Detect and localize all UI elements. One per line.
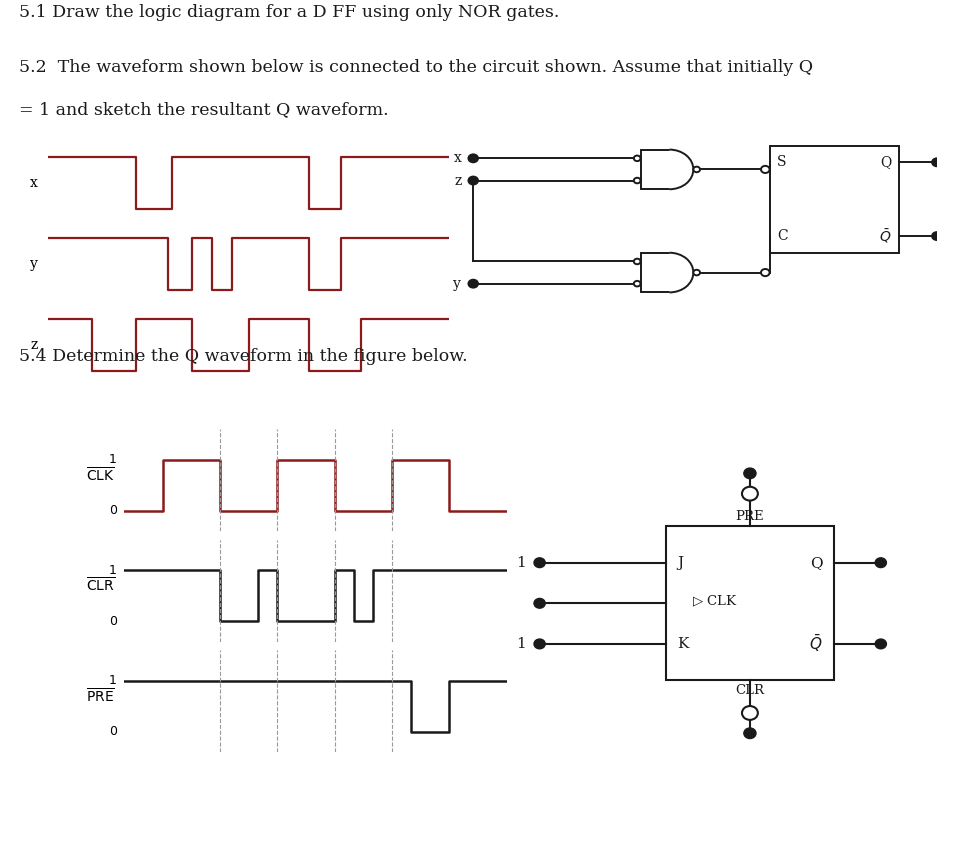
Text: Q: Q <box>880 156 891 169</box>
Text: 1: 1 <box>109 564 117 577</box>
Text: z: z <box>31 337 38 352</box>
Circle shape <box>693 269 700 275</box>
Circle shape <box>744 468 756 479</box>
Text: 5.4 Determine the Q waveform in the figure below.: 5.4 Determine the Q waveform in the figu… <box>19 348 467 366</box>
Text: z: z <box>454 173 461 188</box>
Text: $\overline{\mathrm{CLR}}$: $\overline{\mathrm{CLR}}$ <box>86 576 115 595</box>
Text: y: y <box>30 257 38 271</box>
Circle shape <box>634 258 641 264</box>
Circle shape <box>634 156 641 162</box>
Circle shape <box>875 639 886 649</box>
Circle shape <box>742 706 758 720</box>
Circle shape <box>534 558 545 568</box>
Text: $\bar{Q}$: $\bar{Q}$ <box>809 633 822 654</box>
Text: x: x <box>453 151 461 166</box>
Text: 5.2  The waveform shown below is connected to the circuit shown. Assume that ini: 5.2 The waveform shown below is connecte… <box>19 60 814 76</box>
Text: S: S <box>776 156 786 169</box>
Text: $\bar{Q}$: $\bar{Q}$ <box>880 227 891 245</box>
Text: J: J <box>678 556 684 570</box>
Text: PRE: PRE <box>735 510 764 523</box>
Text: 1: 1 <box>516 637 526 651</box>
Circle shape <box>932 158 942 167</box>
Circle shape <box>761 166 770 173</box>
Text: C: C <box>776 229 788 243</box>
Text: 5.1 Draw the logic diagram for a D FF using only NOR gates.: 5.1 Draw the logic diagram for a D FF us… <box>19 4 559 21</box>
Text: Q: Q <box>810 556 822 570</box>
Circle shape <box>534 598 545 609</box>
Text: $\overline{\mathrm{PRE}}$: $\overline{\mathrm{PRE}}$ <box>86 687 115 706</box>
Text: x: x <box>30 176 38 190</box>
Text: 1: 1 <box>109 674 117 688</box>
Text: 0: 0 <box>109 504 117 518</box>
Text: 0: 0 <box>109 725 117 739</box>
Circle shape <box>932 232 942 240</box>
Circle shape <box>634 280 641 286</box>
Bar <box>770 145 899 252</box>
Circle shape <box>693 167 700 173</box>
Circle shape <box>468 177 478 184</box>
Text: $\overline{\mathrm{CLK}}$: $\overline{\mathrm{CLK}}$ <box>86 466 115 484</box>
Text: 1: 1 <box>109 453 117 467</box>
Circle shape <box>468 280 478 287</box>
Circle shape <box>744 728 756 739</box>
Text: 1: 1 <box>516 556 526 570</box>
Circle shape <box>634 178 641 184</box>
Circle shape <box>742 487 758 501</box>
Circle shape <box>761 269 770 276</box>
Text: CLR: CLR <box>735 683 765 697</box>
Text: y: y <box>453 276 461 291</box>
Text: $\triangleright$ CLK: $\triangleright$ CLK <box>691 593 737 609</box>
Bar <box>665 526 834 681</box>
Text: = 1 and sketch the resultant Q waveform.: = 1 and sketch the resultant Q waveform. <box>19 101 389 118</box>
Circle shape <box>534 639 545 649</box>
Circle shape <box>468 155 478 162</box>
Circle shape <box>875 558 886 568</box>
Text: K: K <box>678 637 689 651</box>
Text: 0: 0 <box>109 615 117 628</box>
